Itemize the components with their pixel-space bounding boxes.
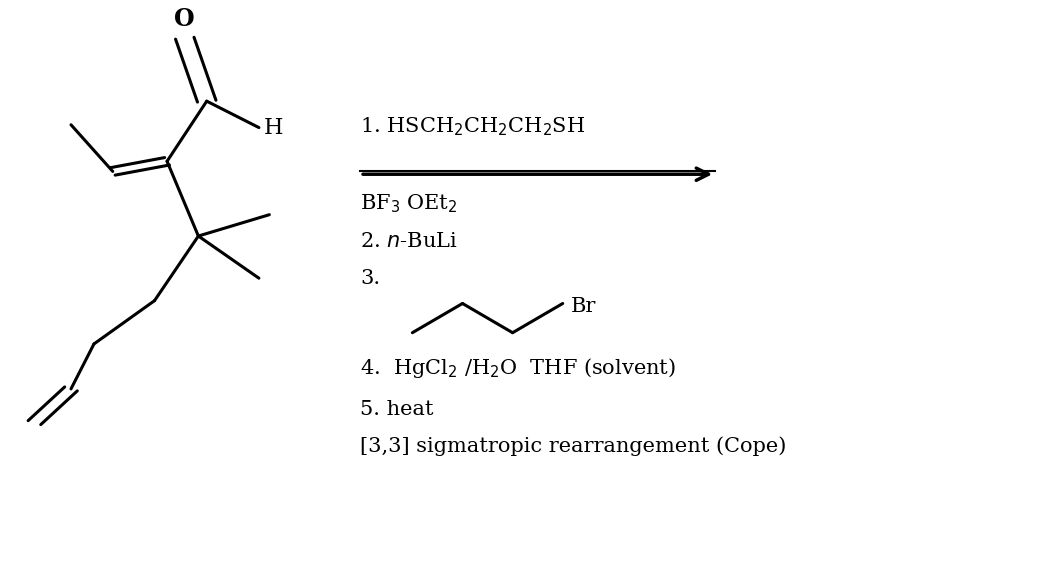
Text: 4.  HgCl$_2$ /H$_2$O  THF (solvent): 4. HgCl$_2$ /H$_2$O THF (solvent)	[360, 356, 675, 380]
Text: H: H	[264, 116, 284, 139]
Text: 5. heat: 5. heat	[360, 400, 433, 419]
Text: O: O	[174, 7, 195, 31]
Text: 2. $n$-BuLi: 2. $n$-BuLi	[360, 232, 458, 251]
Text: [3,3] sigmatropic rearrangement (Cope): [3,3] sigmatropic rearrangement (Cope)	[360, 437, 786, 456]
Text: BF$_3$ OEt$_2$: BF$_3$ OEt$_2$	[360, 192, 457, 215]
Text: 1. HSCH$_2$CH$_2$CH$_2$SH: 1. HSCH$_2$CH$_2$CH$_2$SH	[360, 115, 586, 138]
Text: Br: Br	[571, 297, 596, 316]
Text: 3.: 3.	[360, 269, 380, 288]
